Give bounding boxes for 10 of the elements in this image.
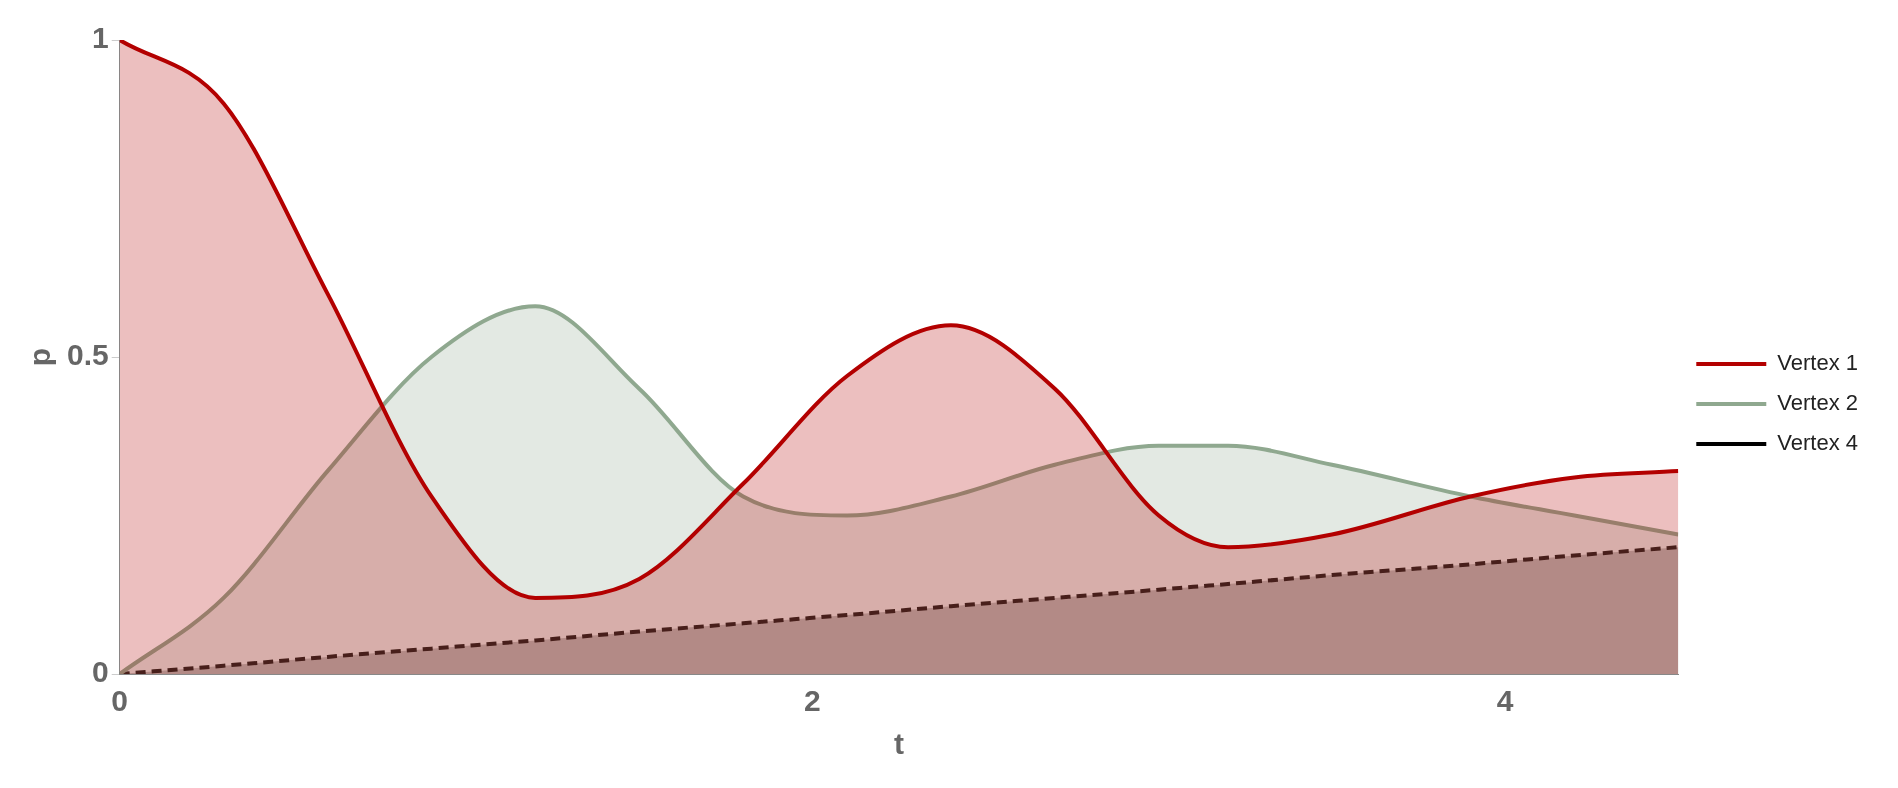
x-tick-label: 2 (804, 684, 821, 718)
y-tick-label: 0 (92, 655, 109, 689)
x-tick-label: 4 (1496, 684, 1514, 718)
y-axis-title: p (23, 347, 57, 367)
x-axis-title: t (893, 727, 904, 761)
y-tick-label: 1 (92, 21, 109, 55)
legend-label: Vertex 2 (1777, 390, 1858, 416)
y-tick-label: 0.5 (66, 338, 109, 372)
legend-label: Vertex 4 (1777, 430, 1858, 456)
legend-label: Vertex 1 (1777, 350, 1858, 376)
